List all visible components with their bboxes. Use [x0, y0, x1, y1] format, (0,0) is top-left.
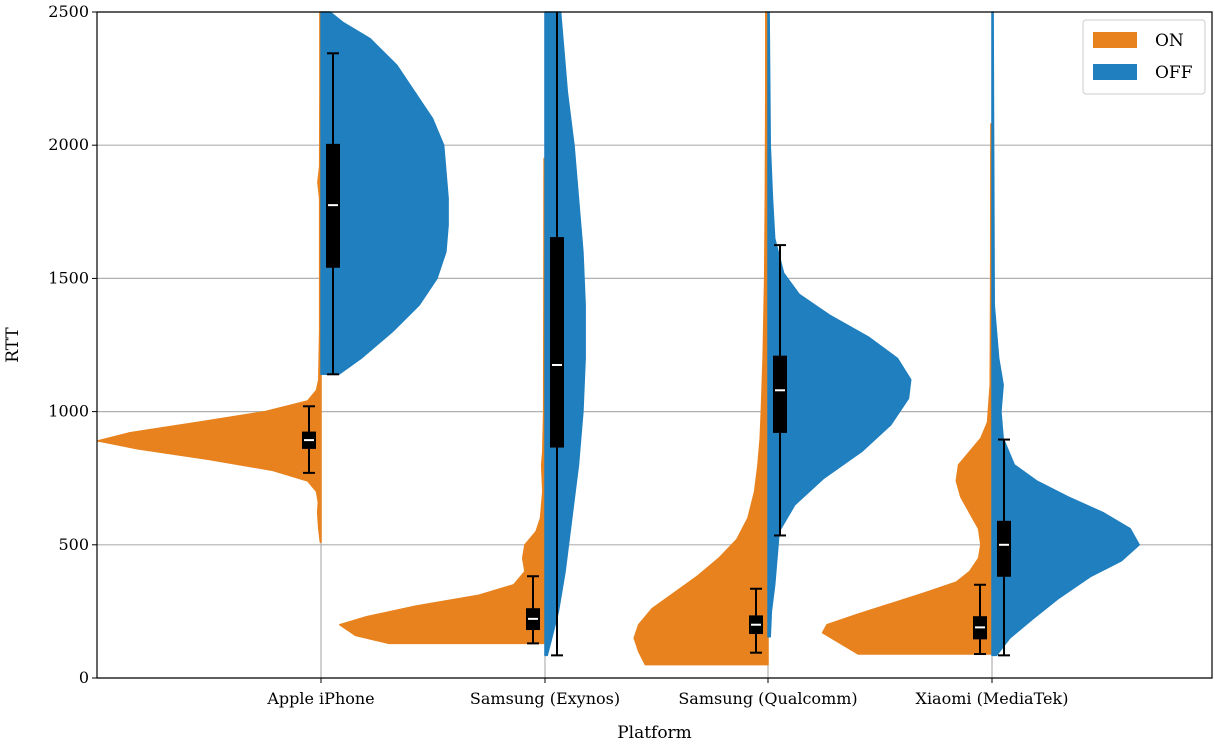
violin-off-2	[767, 11, 912, 638]
y-tick-label: 1000	[48, 402, 89, 421]
y-tick-label: 500	[58, 535, 89, 554]
plot-frame	[96, 11, 1213, 679]
violin-off-0	[320, 11, 449, 376]
legend-label-on: ON	[1155, 31, 1184, 51]
x-axis: Apple iPhone Samsung (Exynos) Samsung (Qua…	[266, 678, 1068, 708]
violin-on-3	[821, 123, 993, 655]
x-axis-label: Platform	[617, 723, 692, 743]
iqr-box	[773, 355, 787, 433]
x-tick-label: Samsung (Exynos)	[470, 689, 620, 708]
y-axis: 0 500 1000 1500 2000 2500	[48, 2, 97, 687]
x-tick-label: Xiaomi (MediaTek)	[916, 689, 1069, 708]
violin-on-1	[339, 157, 546, 645]
iqr-box	[997, 520, 1011, 577]
violins	[97, 11, 1140, 666]
y-tick-label: 2500	[48, 2, 89, 21]
violin-on-2	[633, 11, 769, 666]
violin-on-0	[97, 11, 322, 543]
legend: ON OFF	[1082, 19, 1206, 95]
legend-swatch-on	[1093, 32, 1137, 48]
y-tick-label: 0	[79, 668, 89, 687]
y-tick-label: 1500	[48, 268, 89, 287]
legend-label-off: OFF	[1155, 63, 1193, 83]
y-axis-label: RTT	[3, 327, 23, 363]
x-tick-label: Apple iPhone	[266, 689, 374, 708]
x-tick-label: Samsung (Qualcomm)	[678, 689, 857, 708]
legend-swatch-off	[1093, 64, 1137, 80]
violin-off-3	[991, 11, 1140, 657]
iqr-box	[550, 237, 564, 448]
y-tick-label: 2000	[48, 135, 89, 154]
box-plots	[302, 12, 1011, 657]
